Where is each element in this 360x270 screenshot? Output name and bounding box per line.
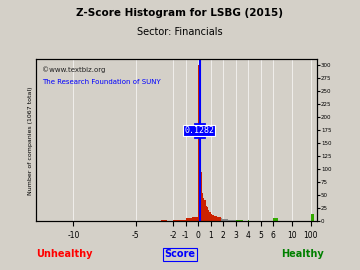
Bar — [180, 220, 186, 221]
Bar — [233, 220, 234, 221]
Bar — [236, 220, 237, 221]
Bar — [231, 220, 232, 221]
Text: ©www.textbiz.org: ©www.textbiz.org — [42, 66, 105, 73]
Bar — [248, 220, 249, 221]
Bar — [239, 220, 241, 221]
Bar — [203, 198, 204, 221]
Bar — [215, 216, 216, 221]
Bar — [242, 220, 243, 221]
Bar — [273, 218, 278, 221]
Bar — [228, 220, 229, 221]
Bar — [232, 220, 233, 221]
Bar — [227, 219, 228, 221]
Bar — [207, 207, 208, 221]
Bar — [161, 220, 167, 221]
Text: Sector: Financials: Sector: Financials — [137, 27, 223, 37]
Bar — [221, 218, 222, 221]
Bar — [229, 220, 231, 221]
Bar — [173, 220, 180, 221]
Bar — [204, 201, 206, 221]
Bar — [234, 220, 236, 221]
Bar — [241, 220, 242, 221]
Bar — [186, 218, 192, 221]
Bar — [202, 193, 203, 221]
Bar — [199, 138, 201, 221]
Text: Healthy: Healthy — [281, 249, 324, 259]
Bar — [212, 215, 213, 221]
Bar — [220, 217, 221, 221]
Text: Score: Score — [165, 249, 195, 259]
Y-axis label: Number of companies (1067 total): Number of companies (1067 total) — [28, 86, 33, 195]
Bar — [213, 215, 215, 221]
Bar — [216, 216, 217, 221]
Bar — [206, 206, 207, 221]
Bar — [311, 214, 314, 221]
Bar — [211, 214, 212, 221]
Text: Z-Score Histogram for LSBG (2015): Z-Score Histogram for LSBG (2015) — [76, 8, 284, 18]
Bar — [198, 65, 199, 221]
Bar — [210, 212, 211, 221]
Bar — [224, 219, 226, 221]
Bar — [223, 219, 224, 221]
Bar — [222, 219, 223, 221]
Text: 0.1282: 0.1282 — [184, 126, 214, 135]
Text: Unhealthy: Unhealthy — [36, 249, 93, 259]
Bar — [201, 172, 202, 221]
Bar — [208, 210, 210, 221]
Bar — [217, 217, 218, 221]
Bar — [237, 220, 238, 221]
Bar — [218, 217, 220, 221]
Text: The Research Foundation of SUNY: The Research Foundation of SUNY — [42, 79, 160, 85]
Bar — [226, 219, 227, 221]
Bar — [192, 217, 198, 221]
Bar — [238, 220, 239, 221]
